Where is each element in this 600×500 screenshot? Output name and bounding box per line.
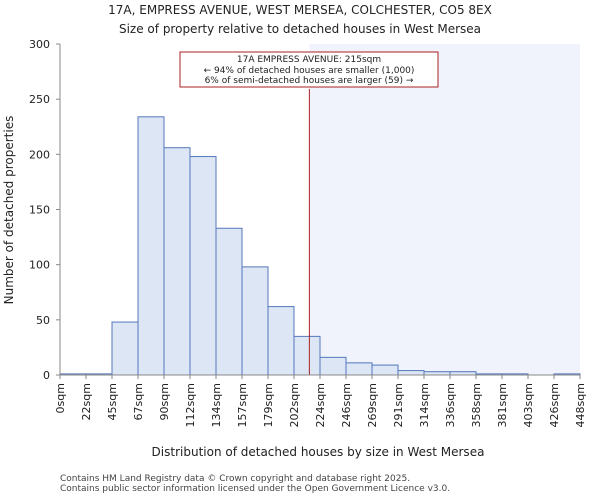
x-tick-label: 202sqm — [288, 383, 301, 427]
x-tick-label: 112sqm — [184, 383, 197, 427]
y-tick-label: 300 — [29, 38, 50, 51]
bar-179sqm — [267, 306, 295, 376]
bar-90sqm — [163, 147, 191, 376]
bar-67sqm — [137, 116, 165, 376]
annotation-box: 17A EMPRESS AVENUE: 215sqm ← 94% of deta… — [179, 51, 439, 88]
x-axis-ticks: 0sqm 22sqm 45sqm 67sqm 90sqm 112sqm 134sqm 157s… — [54, 375, 587, 427]
y-tick-label: 100 — [29, 259, 50, 272]
bar-269sqm — [371, 364, 399, 376]
bars — [59, 116, 581, 376]
bar-112sqm — [189, 156, 217, 376]
x-tick-label: 134sqm — [210, 383, 223, 427]
x-tick-label: 90sqm — [158, 383, 171, 420]
chart-title: 17A, EMPRESS AVENUE, WEST MERSEA, COLCHE… — [108, 3, 492, 17]
x-tick-label: 224sqm — [314, 383, 327, 427]
y-tick-label: 0 — [43, 369, 50, 382]
y-tick-label: 200 — [29, 148, 50, 161]
y-axis-ticks: 0 50 100 150 200 250 300 — [29, 38, 60, 382]
annotation-line-1: 17A EMPRESS AVENUE: 215sqm — [237, 55, 381, 65]
bar-157sqm — [241, 266, 269, 376]
bar-246sqm — [345, 362, 373, 376]
x-tick-label: 67sqm — [132, 383, 145, 420]
x-tick-label: 336sqm — [444, 383, 457, 427]
bar-202sqm — [293, 335, 321, 376]
bar-134sqm — [215, 227, 243, 376]
x-tick-label: 448sqm — [574, 383, 587, 427]
annotation-border — [179, 51, 439, 88]
x-tick-label: 45sqm — [106, 383, 119, 420]
bar-291sqm — [397, 370, 425, 376]
x-tick-label: 314sqm — [418, 383, 431, 427]
x-tick-label: 22sqm — [80, 383, 93, 420]
annotation-line-3: 6% of semi-detached houses are larger (5… — [205, 76, 414, 86]
x-tick-label: 179sqm — [262, 383, 275, 427]
x-tick-label: 381sqm — [496, 383, 509, 427]
x-tick-label: 157sqm — [236, 383, 249, 427]
y-axis-label: Number of detached properties — [2, 116, 16, 305]
x-tick-label: 426sqm — [548, 383, 561, 427]
x-tick-label: 269sqm — [366, 383, 379, 427]
y-tick-label: 150 — [29, 204, 50, 217]
highlight-region — [309, 44, 580, 375]
annotation-line-2: ← 94% of detached houses are smaller (1,… — [204, 66, 415, 76]
x-axis-label: Distribution of detached houses by size … — [152, 445, 485, 459]
x-tick-label: 246sqm — [340, 383, 353, 427]
x-tick-label: 358sqm — [470, 383, 483, 427]
footer-licence: Contains public sector information licen… — [60, 484, 451, 494]
bar-45sqm — [111, 321, 139, 376]
y-tick-label: 50 — [36, 314, 50, 327]
footer-copyright: Contains HM Land Registry data © Crown c… — [60, 474, 411, 484]
y-tick-label: 250 — [29, 93, 50, 106]
chart-subtitle: Size of property relative to detached ho… — [119, 22, 481, 36]
x-tick-label: 291sqm — [392, 383, 405, 427]
bar-224sqm — [319, 356, 347, 376]
x-tick-label: 403sqm — [522, 383, 535, 427]
x-tick-label: 0sqm — [54, 383, 67, 413]
